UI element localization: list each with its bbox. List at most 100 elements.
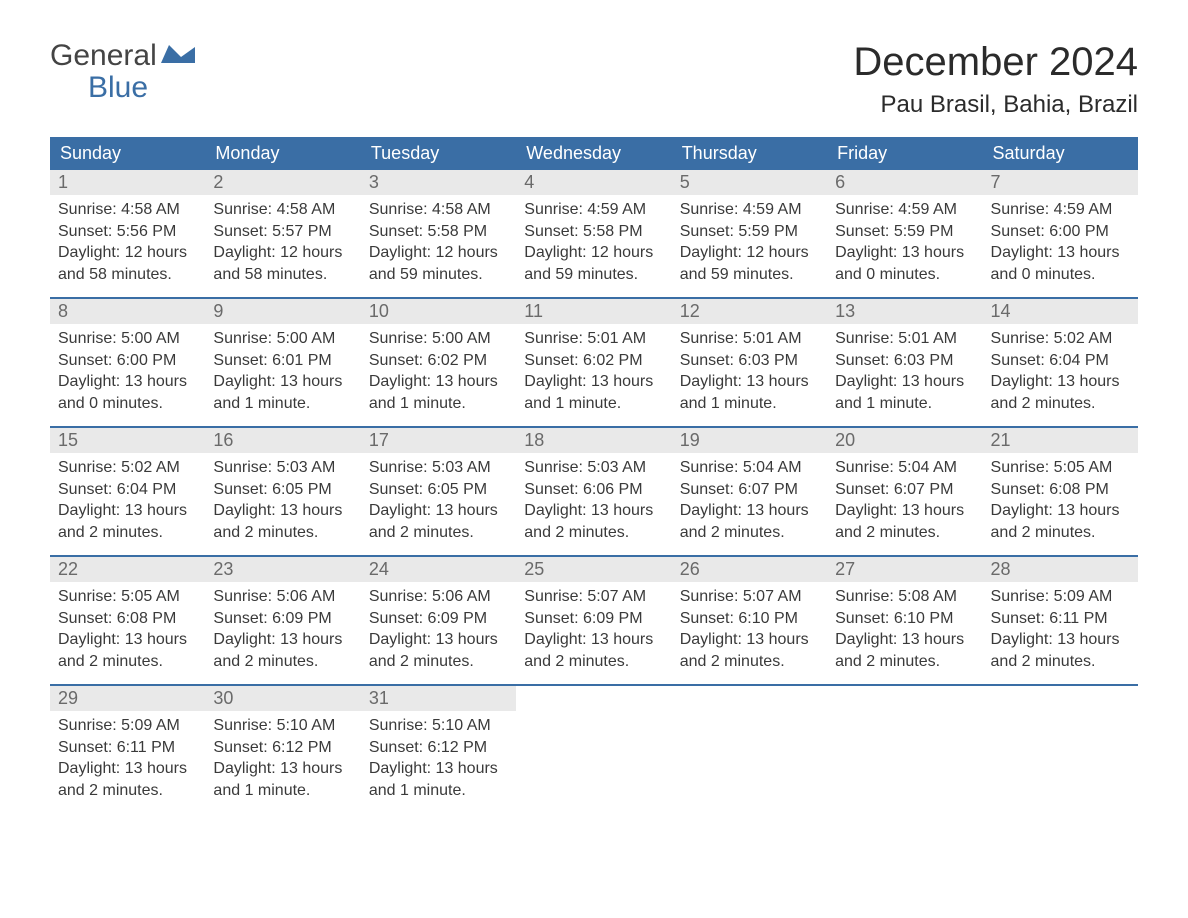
- calendar-cell: 8Sunrise: 5:00 AMSunset: 6:00 PMDaylight…: [50, 299, 205, 427]
- day-number: 14: [983, 299, 1138, 324]
- day-number: 30: [205, 686, 360, 711]
- day-day1: Daylight: 13 hours: [991, 629, 1130, 651]
- day-number: 8: [50, 299, 205, 324]
- day-sunset: Sunset: 6:06 PM: [524, 479, 663, 501]
- day-sunrise: Sunrise: 5:05 AM: [991, 457, 1130, 479]
- day-sunset: Sunset: 6:00 PM: [58, 350, 197, 372]
- day-details: Sunrise: 5:03 AMSunset: 6:06 PMDaylight:…: [516, 453, 671, 551]
- day-sunrise: Sunrise: 5:07 AM: [680, 586, 819, 608]
- day-details: Sunrise: 5:00 AMSunset: 6:01 PMDaylight:…: [205, 324, 360, 422]
- calendar-cell: 31Sunrise: 5:10 AMSunset: 6:12 PMDayligh…: [361, 686, 516, 814]
- day-details: Sunrise: 5:05 AMSunset: 6:08 PMDaylight:…: [983, 453, 1138, 551]
- day-details: Sunrise: 5:06 AMSunset: 6:09 PMDaylight:…: [361, 582, 516, 680]
- calendar-cell: 24Sunrise: 5:06 AMSunset: 6:09 PMDayligh…: [361, 557, 516, 685]
- day-day2: and 2 minutes.: [58, 651, 197, 673]
- day-sunset: Sunset: 6:02 PM: [524, 350, 663, 372]
- day-number: 29: [50, 686, 205, 711]
- day-number: 16: [205, 428, 360, 453]
- day-number: 2: [205, 170, 360, 195]
- day-day1: Daylight: 13 hours: [835, 629, 974, 651]
- calendar-cell: [516, 686, 671, 814]
- day-details: Sunrise: 5:09 AMSunset: 6:11 PMDaylight:…: [50, 711, 205, 809]
- day-day1: Daylight: 13 hours: [835, 371, 974, 393]
- day-day2: and 2 minutes.: [991, 522, 1130, 544]
- day-day2: and 1 minute.: [835, 393, 974, 415]
- day-sunset: Sunset: 6:07 PM: [835, 479, 974, 501]
- title-block: December 2024 Pau Brasil, Bahia, Brazil: [853, 40, 1138, 129]
- day-number: 10: [361, 299, 516, 324]
- day-sunset: Sunset: 5:58 PM: [369, 221, 508, 243]
- day-details: Sunrise: 4:58 AMSunset: 5:58 PMDaylight:…: [361, 195, 516, 293]
- calendar-cell: 25Sunrise: 5:07 AMSunset: 6:09 PMDayligh…: [516, 557, 671, 685]
- day-sunset: Sunset: 6:08 PM: [58, 608, 197, 630]
- day-day1: Daylight: 13 hours: [58, 629, 197, 651]
- day-sunset: Sunset: 6:03 PM: [835, 350, 974, 372]
- day-details: Sunrise: 5:05 AMSunset: 6:08 PMDaylight:…: [50, 582, 205, 680]
- day-sunrise: Sunrise: 4:59 AM: [991, 199, 1130, 221]
- day-sunrise: Sunrise: 5:04 AM: [680, 457, 819, 479]
- day-sunset: Sunset: 6:09 PM: [369, 608, 508, 630]
- day-day2: and 2 minutes.: [58, 780, 197, 802]
- day-sunrise: Sunrise: 5:05 AM: [58, 586, 197, 608]
- calendar-cell: 22Sunrise: 5:05 AMSunset: 6:08 PMDayligh…: [50, 557, 205, 685]
- calendar-cell: 26Sunrise: 5:07 AMSunset: 6:10 PMDayligh…: [672, 557, 827, 685]
- day-number: 23: [205, 557, 360, 582]
- calendar-cell: 23Sunrise: 5:06 AMSunset: 6:09 PMDayligh…: [205, 557, 360, 685]
- day-sunrise: Sunrise: 5:02 AM: [991, 328, 1130, 350]
- day-details: Sunrise: 5:09 AMSunset: 6:11 PMDaylight:…: [983, 582, 1138, 680]
- day-details: Sunrise: 4:59 AMSunset: 6:00 PMDaylight:…: [983, 195, 1138, 293]
- calendar-cell: 11Sunrise: 5:01 AMSunset: 6:02 PMDayligh…: [516, 299, 671, 427]
- day-details: Sunrise: 4:59 AMSunset: 5:58 PMDaylight:…: [516, 195, 671, 293]
- day-day2: and 2 minutes.: [369, 522, 508, 544]
- day-number: 7: [983, 170, 1138, 195]
- day-day1: Daylight: 12 hours: [369, 242, 508, 264]
- calendar-cell: 17Sunrise: 5:03 AMSunset: 6:05 PMDayligh…: [361, 428, 516, 556]
- day-day2: and 2 minutes.: [835, 522, 974, 544]
- day-details: Sunrise: 5:02 AMSunset: 6:04 PMDaylight:…: [50, 453, 205, 551]
- day-number: 28: [983, 557, 1138, 582]
- calendar-cell: 6Sunrise: 4:59 AMSunset: 5:59 PMDaylight…: [827, 170, 982, 298]
- weekday-header: Sunday: [50, 137, 205, 170]
- day-sunset: Sunset: 5:57 PM: [213, 221, 352, 243]
- day-sunrise: Sunrise: 5:02 AM: [58, 457, 197, 479]
- calendar-cell: 19Sunrise: 5:04 AMSunset: 6:07 PMDayligh…: [672, 428, 827, 556]
- day-details: Sunrise: 5:08 AMSunset: 6:10 PMDaylight:…: [827, 582, 982, 680]
- day-day2: and 1 minute.: [369, 393, 508, 415]
- day-day2: and 2 minutes.: [213, 522, 352, 544]
- day-day1: Daylight: 13 hours: [58, 371, 197, 393]
- day-details: Sunrise: 4:58 AMSunset: 5:57 PMDaylight:…: [205, 195, 360, 293]
- day-sunset: Sunset: 5:58 PM: [524, 221, 663, 243]
- day-day1: Daylight: 13 hours: [58, 758, 197, 780]
- day-day2: and 2 minutes.: [835, 651, 974, 673]
- calendar-cell: 13Sunrise: 5:01 AMSunset: 6:03 PMDayligh…: [827, 299, 982, 427]
- brand-part2: Blue: [88, 72, 195, 104]
- day-day1: Daylight: 13 hours: [524, 629, 663, 651]
- day-day1: Daylight: 13 hours: [991, 371, 1130, 393]
- calendar-cell: 28Sunrise: 5:09 AMSunset: 6:11 PMDayligh…: [983, 557, 1138, 685]
- day-day2: and 2 minutes.: [213, 651, 352, 673]
- day-day2: and 1 minute.: [680, 393, 819, 415]
- day-sunrise: Sunrise: 4:59 AM: [524, 199, 663, 221]
- calendar-cell: [672, 686, 827, 814]
- day-details: Sunrise: 5:03 AMSunset: 6:05 PMDaylight:…: [361, 453, 516, 551]
- day-number: 5: [672, 170, 827, 195]
- day-sunset: Sunset: 6:00 PM: [991, 221, 1130, 243]
- calendar-cell: [827, 686, 982, 814]
- day-number: 22: [50, 557, 205, 582]
- day-details: Sunrise: 5:02 AMSunset: 6:04 PMDaylight:…: [983, 324, 1138, 422]
- day-day1: Daylight: 13 hours: [369, 500, 508, 522]
- day-number: 1: [50, 170, 205, 195]
- flag-icon: [161, 40, 195, 72]
- calendar-cell: 15Sunrise: 5:02 AMSunset: 6:04 PMDayligh…: [50, 428, 205, 556]
- day-sunrise: Sunrise: 5:06 AM: [369, 586, 508, 608]
- day-day2: and 2 minutes.: [991, 393, 1130, 415]
- day-details: Sunrise: 5:06 AMSunset: 6:09 PMDaylight:…: [205, 582, 360, 680]
- day-number: 24: [361, 557, 516, 582]
- calendar-cell: 20Sunrise: 5:04 AMSunset: 6:07 PMDayligh…: [827, 428, 982, 556]
- day-sunset: Sunset: 6:01 PM: [213, 350, 352, 372]
- brand-part1: General: [50, 40, 157, 72]
- day-sunrise: Sunrise: 5:06 AM: [213, 586, 352, 608]
- day-number: 20: [827, 428, 982, 453]
- day-details: Sunrise: 5:03 AMSunset: 6:05 PMDaylight:…: [205, 453, 360, 551]
- day-details: Sunrise: 5:04 AMSunset: 6:07 PMDaylight:…: [827, 453, 982, 551]
